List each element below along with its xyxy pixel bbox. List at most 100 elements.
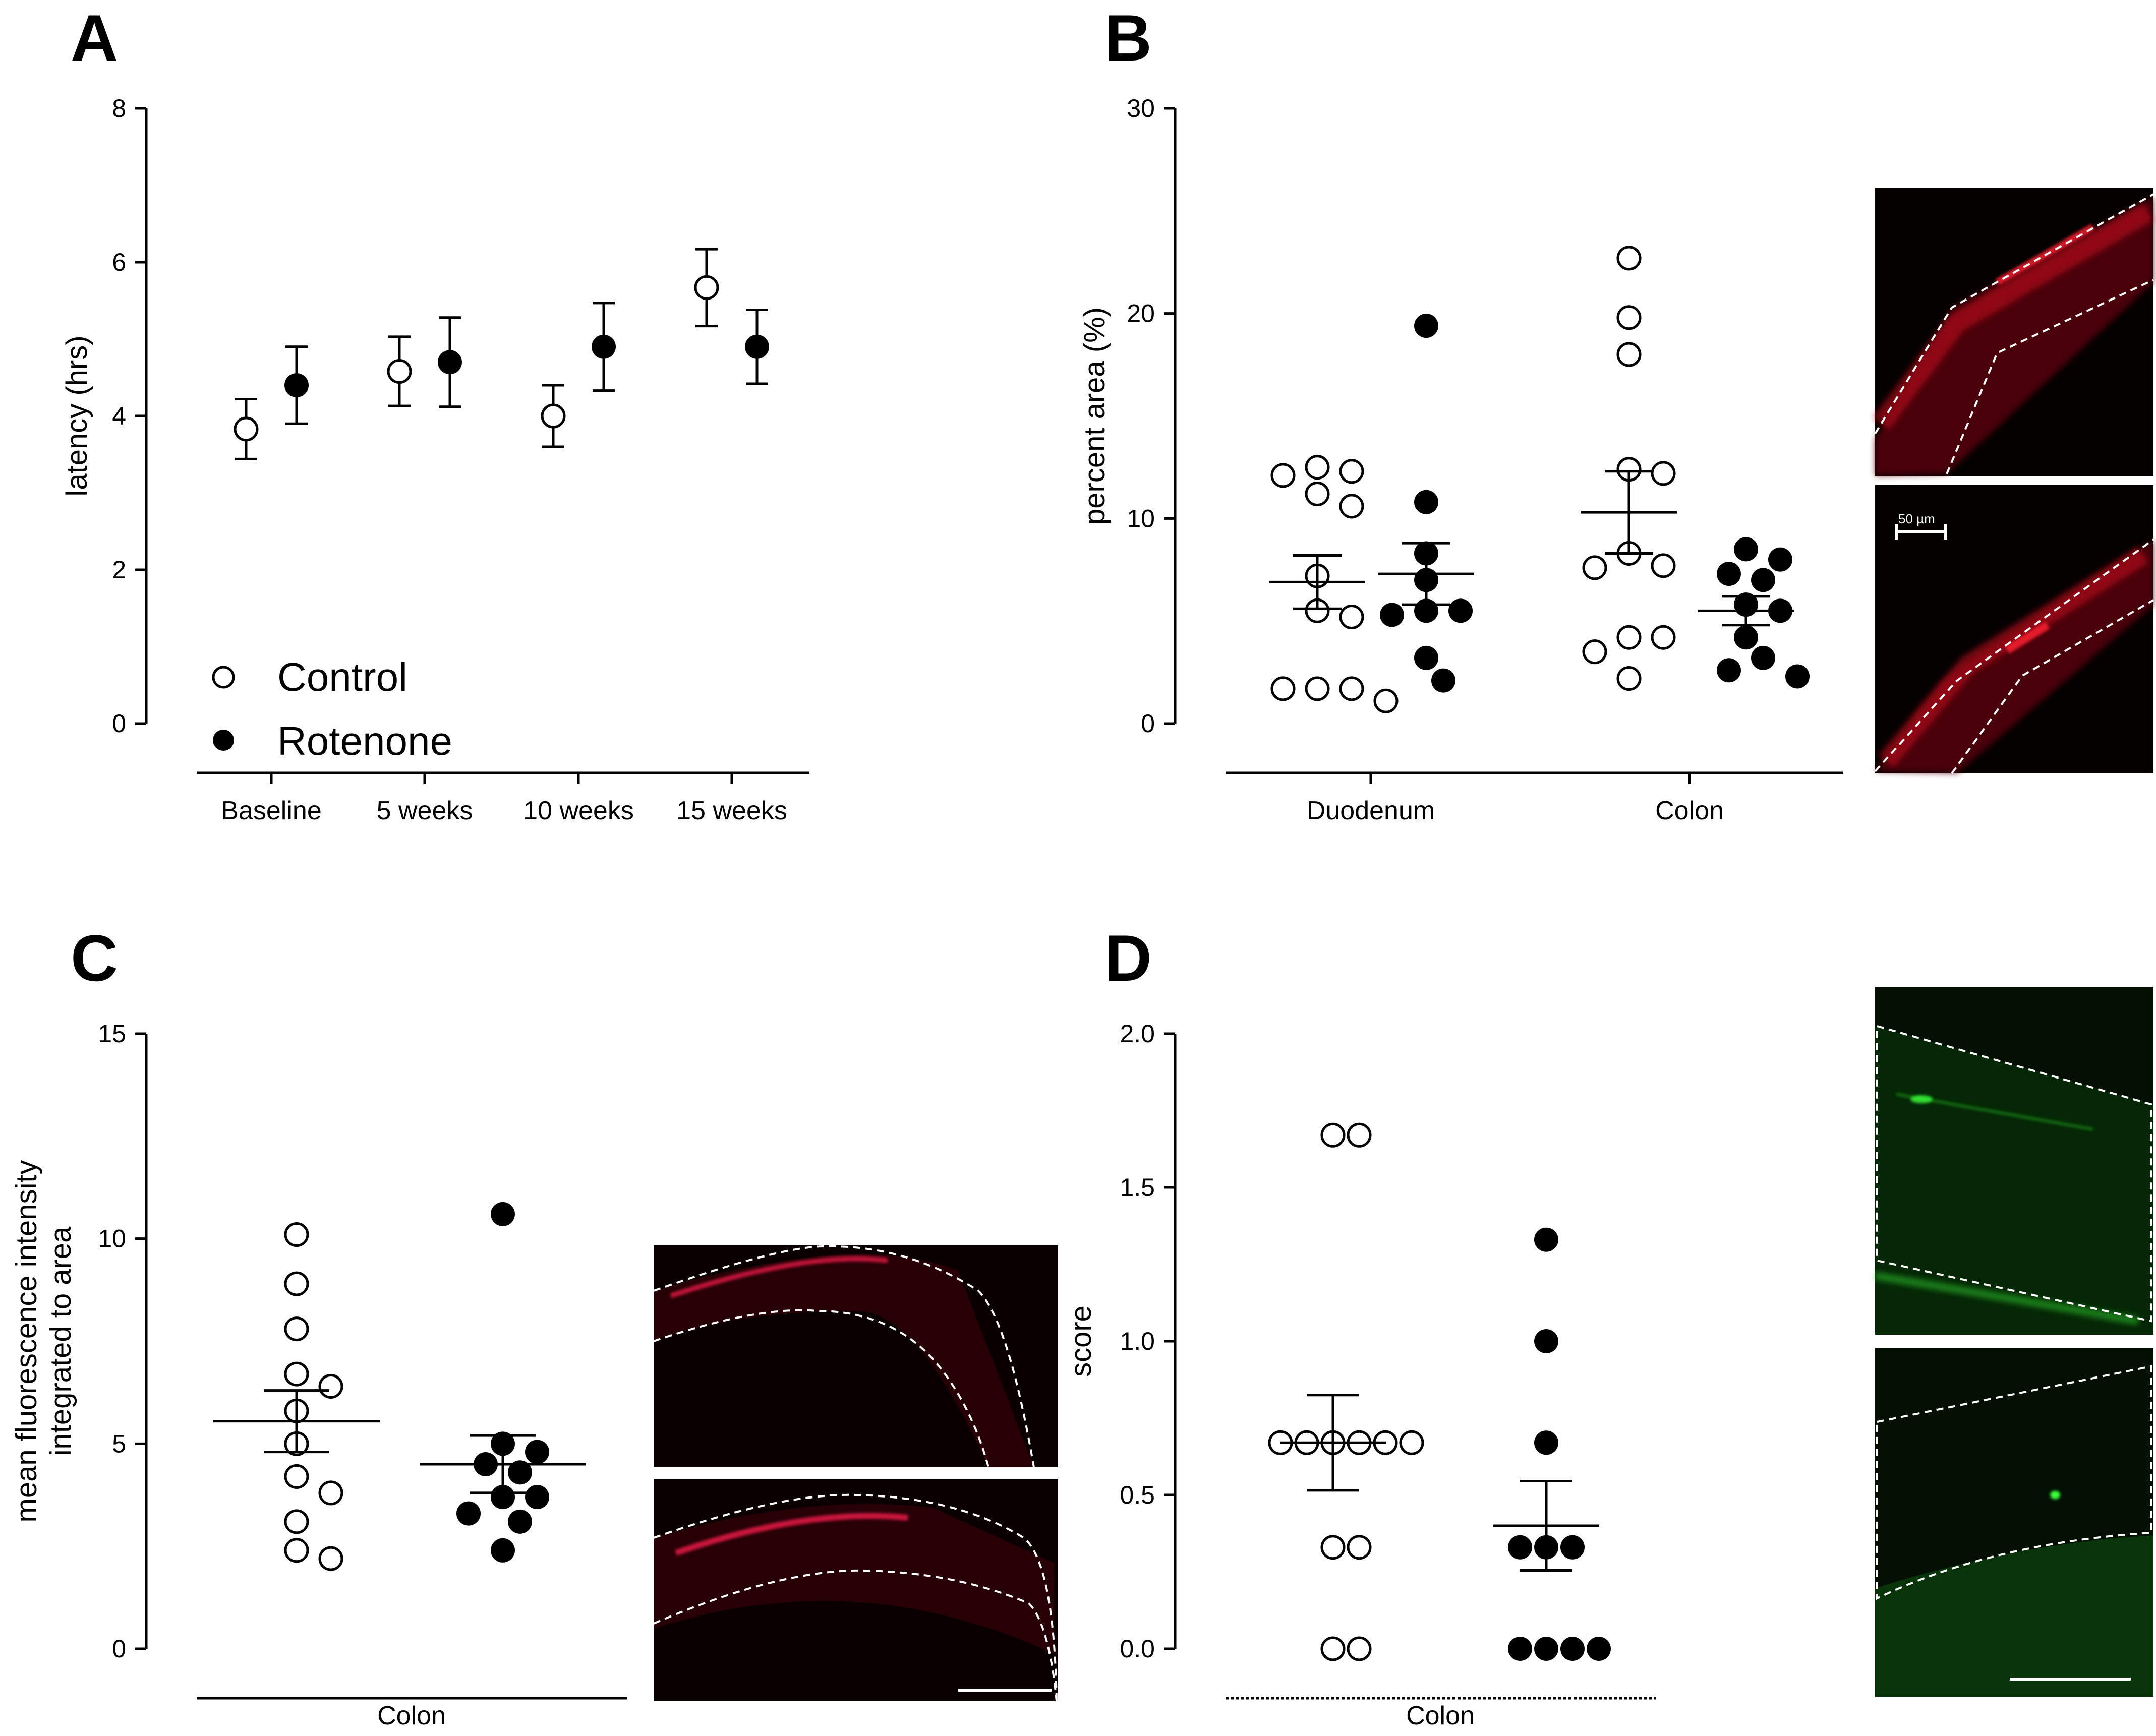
data-point-rotenone [1734, 537, 1758, 562]
data-point-control [1339, 494, 1364, 519]
data-point-control [234, 416, 259, 442]
data-point-control [1270, 676, 1296, 701]
data-point-control [1616, 666, 1642, 691]
legend-control-label: Control [277, 654, 407, 699]
legend-rotenone-label: Rotenone [277, 719, 452, 763]
data-point-rotenone [525, 1440, 549, 1464]
x-tick-label: Colon [1655, 796, 1724, 825]
data-point-rotenone [1768, 547, 1792, 572]
data-point-control [1320, 1535, 1346, 1560]
micrograph-b-top [1873, 188, 2154, 476]
data-point-rotenone [1414, 645, 1438, 670]
data-point-rotenone [1734, 625, 1758, 650]
data-point-control [318, 1546, 343, 1571]
data-point-control [1320, 1636, 1346, 1661]
y-axis-title: latency (hrs) [61, 335, 93, 496]
data-point-rotenone [1717, 658, 1741, 683]
data-point-control [1582, 639, 1607, 665]
y-axis-title: score [1065, 1305, 1097, 1377]
y-axis-title: mean fluorescence intensityintegrated to… [10, 1160, 77, 1523]
data-point-control [284, 1222, 309, 1247]
y-tick-label: 2 [112, 556, 126, 584]
y-tick-label: 0.0 [1120, 1635, 1155, 1663]
data-point-rotenone [1380, 603, 1404, 627]
data-point-rotenone [1560, 1535, 1585, 1560]
y-tick-label: 0 [112, 1635, 126, 1663]
panel-a-latency-chart: 0 2 4 6 8 Baseline 5 weeks 10 weeks 15 weeks late… [61, 94, 809, 825]
y-axis-title: percent area (%) [1078, 307, 1111, 525]
data-point-control [284, 1361, 309, 1387]
data-point-control [541, 403, 566, 429]
x-tick-label: Baseline [221, 796, 321, 825]
data-point-rotenone [1534, 1430, 1558, 1455]
data-point-rotenone [456, 1501, 481, 1526]
data-point-control [387, 359, 412, 384]
data-point-rotenone [1751, 645, 1775, 670]
data-point-control [1373, 688, 1399, 713]
data-point-rotenone [1508, 1535, 1532, 1560]
data-point-control [1399, 1430, 1424, 1455]
y-tick-label: 10 [1127, 504, 1155, 532]
y-tick-label: 8 [112, 94, 126, 123]
data-point-control [1339, 676, 1364, 701]
data-point-control [1305, 676, 1330, 701]
data-point-control [1347, 1535, 1372, 1560]
data-point-rotenone [1448, 598, 1473, 623]
data-point-rotenone [284, 373, 309, 397]
y-axis-title-line: integrated to area [44, 1226, 77, 1456]
data-point-rotenone [491, 1485, 515, 1510]
data-point-rotenone [1717, 562, 1741, 586]
data-point-rotenone [1534, 1329, 1558, 1353]
x-axis-label: Colon [1406, 1701, 1475, 1730]
panel-b-percent-area-chart: 0 10 20 30 Duodenum Colon percent area (%) [1078, 94, 1843, 825]
data-point-rotenone [592, 334, 616, 359]
data-point-control [284, 1464, 309, 1489]
data-point-control [1339, 459, 1364, 484]
data-point-control [1339, 605, 1364, 630]
panel-letter-c: C [71, 921, 118, 995]
y-tick-label: 20 [1127, 300, 1155, 328]
data-point-control [284, 1316, 309, 1342]
data-point-control [1305, 482, 1330, 507]
data-point-rotenone [1431, 668, 1455, 693]
data-point-control [1651, 625, 1676, 650]
y-tick-label: 10 [98, 1225, 126, 1253]
micrograph-d-bottom [1875, 1348, 2153, 1697]
data-point-control [1616, 246, 1642, 271]
data-point-rotenone [491, 1538, 515, 1563]
data-point-rotenone [1534, 1637, 1558, 1661]
x-tick-label: Duodenum [1307, 796, 1435, 825]
panel-d-score-chart: 0.0 0.5 1.0 1.5 2.0 Colon score [1065, 1020, 1656, 1730]
data-point-rotenone [1560, 1637, 1585, 1661]
data-point-control [1270, 463, 1296, 488]
data-point-control [318, 1373, 343, 1399]
x-axis-label: Colon [377, 1701, 446, 1730]
y-tick-label: 15 [98, 1020, 126, 1048]
y-tick-label: 5 [112, 1429, 126, 1458]
data-point-control [1651, 553, 1676, 578]
data-point-control [1616, 305, 1642, 330]
data-point-rotenone [1508, 1637, 1532, 1661]
data-point-control [1305, 455, 1330, 480]
data-point-rotenone [1534, 1227, 1558, 1252]
data-point-rotenone [525, 1485, 549, 1510]
data-point-control [1616, 625, 1642, 650]
micrograph-c-top [653, 1245, 1058, 1468]
data-point-rotenone [508, 1460, 532, 1485]
data-point-control [1651, 461, 1676, 486]
data-point-rotenone [1587, 1637, 1611, 1661]
data-point-control [1347, 1122, 1372, 1148]
data-point-control [694, 275, 719, 300]
scalebar-label: 50 µm [1898, 511, 1935, 526]
x-tick-label: 5 weeks [377, 796, 473, 825]
x-tick-label: 15 weeks [676, 796, 787, 825]
data-point-rotenone [1785, 664, 1810, 689]
y-tick-label: 0.5 [1120, 1481, 1155, 1509]
y-tick-label: 1.5 [1120, 1173, 1155, 1202]
y-tick-label: 1.0 [1120, 1327, 1155, 1355]
data-point-control [1616, 342, 1642, 367]
y-tick-label: 30 [1127, 94, 1155, 123]
data-point-control [1320, 1122, 1346, 1148]
data-point-rotenone [1751, 568, 1775, 592]
